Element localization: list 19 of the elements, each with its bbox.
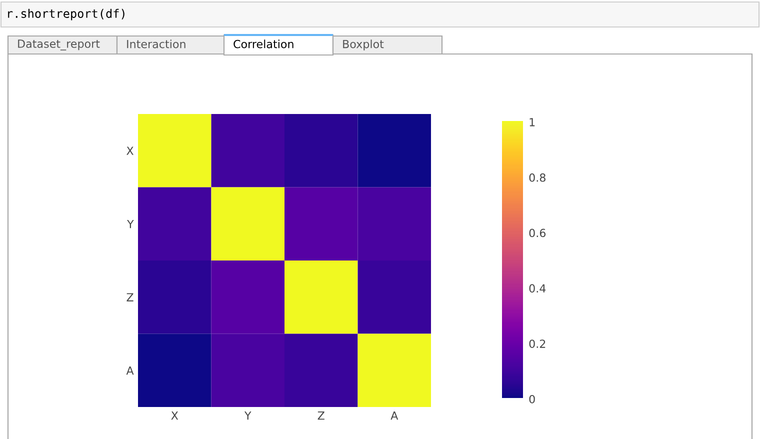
text: r.shortreport(df) [8, 8, 124, 20]
text: Boxplot [343, 40, 384, 50]
color-bar-label: 0.8 [529, 173, 546, 182]
color-bar-label: 0 [529, 394, 535, 404]
color-bar-label: 0.2 [529, 340, 546, 348]
color-bar-label: 0.6 [529, 228, 546, 238]
x-tick-label: Y [244, 412, 252, 420]
y-tick-label: A [126, 366, 134, 375]
text: Correlation [234, 40, 294, 48]
color-bar-label: 0.4 [529, 284, 546, 293]
text: Interaction [127, 40, 186, 48]
color-bar-label: 1 [530, 118, 535, 126]
x-tick-label: Z [318, 412, 324, 420]
x-tick-label: X [171, 412, 178, 420]
y-tick-label: X [126, 146, 134, 155]
y-tick-label: Z [126, 293, 134, 302]
text: Dataset_report [18, 40, 100, 50]
x-tick-label: A [390, 412, 398, 420]
y-tick-label: Y [127, 220, 134, 228]
